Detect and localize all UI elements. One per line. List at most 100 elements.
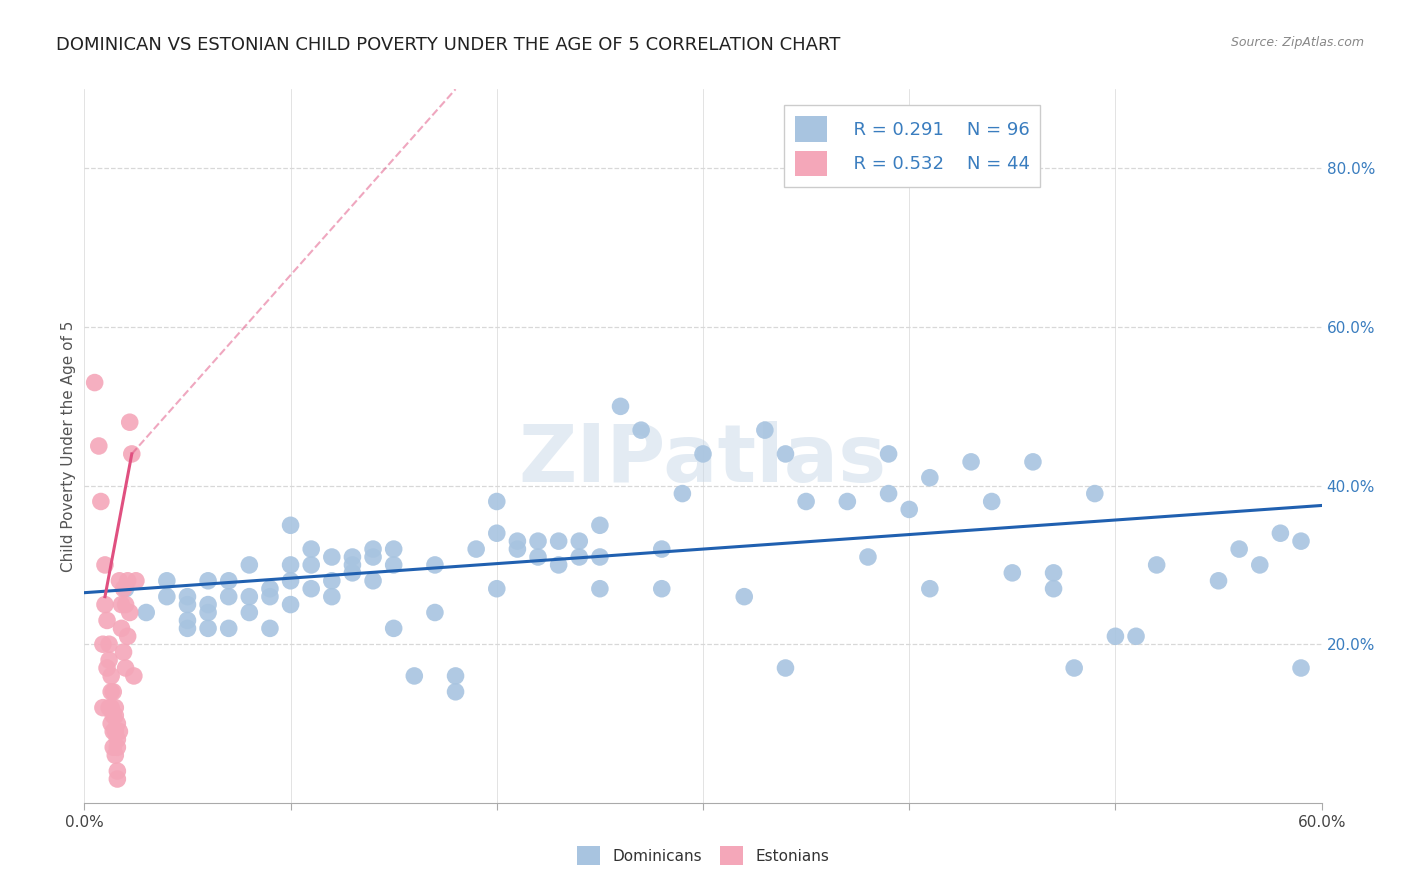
Point [100,685,122,699]
Point [103,740,125,755]
Point [114,598,136,612]
Point [125,574,148,588]
Point [218,574,240,588]
Text: DOMINICAN VS ESTONIAN CHILD POVERTY UNDER THE AGE OF 5 CORRELATION CHART: DOMINICAN VS ESTONIAN CHILD POVERTY UNDE… [56,36,841,54]
Point [506,542,529,557]
Point [135,606,157,620]
Point [156,590,179,604]
Point [1208,574,1230,588]
Point [1063,661,1085,675]
Point [96,614,118,628]
Legend:   R = 0.291    N = 96,   R = 0.532    N = 44: R = 0.291 N = 96, R = 0.532 N = 44 [783,105,1040,187]
Point [630,423,652,437]
Point [110,621,132,635]
Point [197,606,219,620]
Y-axis label: Child Poverty Under the Age of 5: Child Poverty Under the Age of 5 [60,320,76,572]
Point [837,494,859,508]
Point [218,621,240,635]
Point [423,558,446,572]
Point [506,534,529,549]
Point [485,582,508,596]
Point [960,455,983,469]
Point [103,685,125,699]
Point [733,590,755,604]
Point [104,708,127,723]
Point [98,653,121,667]
Point [108,724,131,739]
Point [444,669,467,683]
Point [609,400,631,414]
Point [898,502,921,516]
Point [775,447,797,461]
Point [108,574,131,588]
Point [105,740,128,755]
Point [918,582,941,596]
Point [299,582,322,596]
Point [1022,455,1045,469]
Point [98,637,121,651]
Point [321,590,343,604]
Point [527,534,550,549]
Point [299,558,322,572]
Point [382,621,405,635]
Point [238,558,260,572]
Point [117,574,139,588]
Point [568,534,591,549]
Point [259,582,281,596]
Point [485,526,508,541]
Point [176,598,198,612]
Point [176,614,198,628]
Point [197,621,219,635]
Point [104,748,127,763]
Point [280,558,302,572]
Point [114,661,136,675]
Point [104,700,127,714]
Point [90,494,112,508]
Point [1227,542,1250,557]
Point [1270,526,1292,541]
Point [382,558,405,572]
Point [321,549,343,564]
Point [105,772,128,786]
Point [568,549,591,564]
Point [1042,582,1064,596]
Point [94,558,117,572]
Point [589,582,612,596]
Point [104,724,127,739]
Point [465,542,488,557]
Point [1289,534,1312,549]
Point [238,606,260,620]
Point [382,542,405,557]
Point [423,606,446,620]
Point [103,708,125,723]
Point [342,549,364,564]
Point [105,716,128,731]
Point [83,376,105,390]
Point [794,494,817,508]
Point [114,582,136,596]
Point [91,637,114,651]
Point [404,669,426,683]
Point [651,542,673,557]
Point [342,566,364,580]
Point [1289,661,1312,675]
Point [98,700,121,714]
Point [176,590,198,604]
Point [589,518,612,533]
Point [118,606,141,620]
Point [877,447,900,461]
Point [361,549,384,564]
Point [100,700,122,714]
Point [754,423,776,437]
Point [547,534,569,549]
Point [197,598,219,612]
Text: Source: ZipAtlas.com: Source: ZipAtlas.com [1230,36,1364,49]
Point [156,574,179,588]
Point [259,590,281,604]
Point [692,447,714,461]
Point [547,558,569,572]
Point [527,549,550,564]
Point [877,486,900,500]
Point [117,629,139,643]
Point [918,471,941,485]
